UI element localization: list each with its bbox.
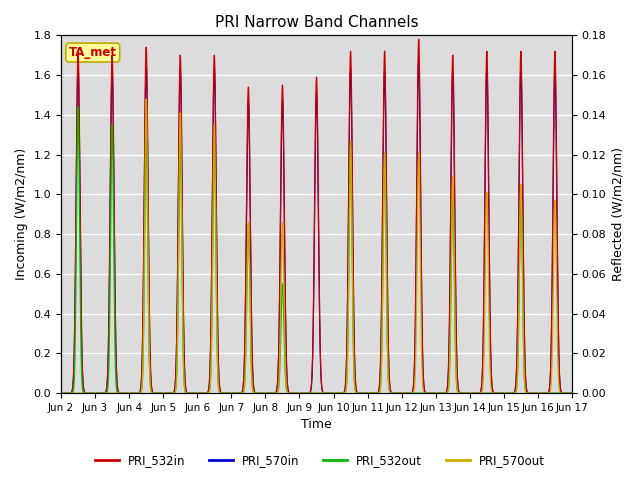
Y-axis label: Incoming (W/m2/nm): Incoming (W/m2/nm) bbox=[15, 148, 28, 280]
X-axis label: Time: Time bbox=[301, 419, 332, 432]
Y-axis label: Reflected (W/m2/nm): Reflected (W/m2/nm) bbox=[612, 147, 625, 281]
Title: PRI Narrow Band Channels: PRI Narrow Band Channels bbox=[214, 15, 419, 30]
Legend: PRI_532in, PRI_570in, PRI_532out, PRI_570out: PRI_532in, PRI_570in, PRI_532out, PRI_57… bbox=[90, 449, 550, 472]
Text: TA_met: TA_met bbox=[68, 46, 116, 59]
